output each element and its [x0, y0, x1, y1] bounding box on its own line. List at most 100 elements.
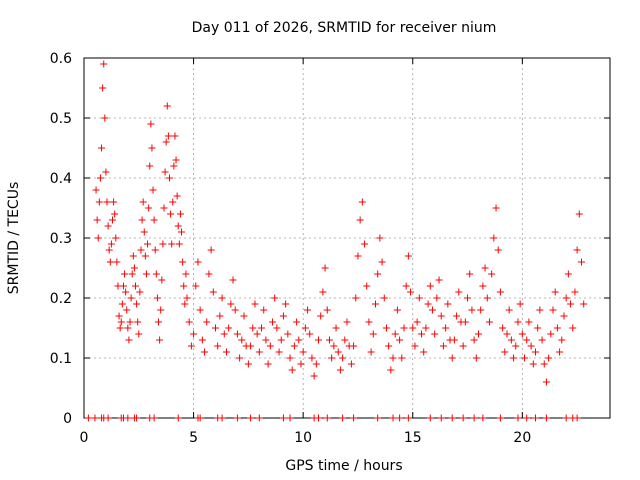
data-point — [525, 318, 533, 326]
zero-data-point — [91, 414, 99, 422]
x-tick-label: 0 — [80, 430, 89, 446]
data-point — [111, 210, 119, 218]
zero-data-point — [531, 414, 539, 422]
data-point — [162, 138, 170, 146]
data-point — [475, 330, 482, 338]
data-point — [173, 192, 181, 200]
data-point — [107, 240, 115, 248]
data-point — [149, 186, 157, 194]
data-point — [330, 342, 338, 350]
data-point — [181, 300, 189, 308]
data-point — [127, 294, 135, 302]
data-point — [312, 360, 320, 368]
zero-data-point — [323, 414, 331, 422]
data-point — [516, 300, 524, 308]
data-point — [95, 198, 103, 206]
data-point — [411, 342, 419, 350]
data-point — [110, 198, 118, 206]
data-point — [297, 360, 305, 368]
data-point — [168, 240, 176, 248]
data-point — [159, 240, 167, 248]
zero-data-point — [523, 414, 531, 422]
data-point — [158, 276, 166, 284]
data-point — [178, 228, 186, 236]
data-point — [113, 258, 121, 266]
data-point — [284, 330, 292, 338]
data-point — [165, 174, 173, 182]
data-point — [306, 330, 314, 338]
data-point — [562, 294, 570, 302]
data-point — [569, 324, 577, 332]
y-tick-label: 0.1 — [50, 351, 72, 367]
y-tick-label: 0.6 — [50, 51, 72, 67]
data-point — [332, 324, 340, 332]
data-point — [137, 246, 145, 254]
data-point — [288, 366, 296, 374]
data-point — [94, 234, 102, 242]
data-point — [378, 258, 386, 266]
data-point — [175, 240, 183, 248]
data-point — [220, 330, 228, 338]
data-point — [521, 354, 529, 362]
zero-data-point — [339, 414, 347, 422]
data-point — [140, 228, 148, 236]
data-point — [409, 324, 417, 332]
data-point — [518, 330, 526, 338]
zero-data-point — [133, 414, 141, 422]
data-point — [385, 342, 393, 350]
data-point — [123, 306, 131, 314]
data-point — [225, 324, 233, 332]
data-point — [260, 306, 268, 314]
zero-data-point — [470, 414, 478, 422]
data-point — [146, 162, 154, 170]
data-point — [231, 306, 239, 314]
zero-data-point — [479, 414, 487, 422]
data-point — [180, 282, 188, 290]
data-point — [190, 330, 198, 338]
data-point — [101, 114, 109, 122]
data-point — [499, 324, 507, 332]
data-point — [301, 324, 309, 332]
data-point — [420, 348, 428, 356]
data-point — [203, 318, 211, 326]
data-point — [503, 330, 511, 338]
zero-data-point — [542, 414, 550, 422]
data-point — [142, 270, 150, 278]
data-point — [92, 186, 100, 194]
data-point — [299, 348, 307, 356]
data-point — [361, 240, 369, 248]
data-point — [244, 360, 252, 368]
data-point — [122, 288, 130, 296]
data-point — [564, 270, 572, 278]
data-point — [148, 144, 156, 152]
data-point — [308, 354, 316, 362]
data-point — [130, 264, 138, 272]
data-point — [367, 348, 375, 356]
data-point — [99, 84, 107, 92]
data-point — [415, 294, 423, 302]
data-point — [304, 306, 312, 314]
data-point — [356, 216, 364, 224]
data-point — [201, 348, 209, 356]
data-point — [286, 354, 294, 362]
data-point — [507, 336, 515, 344]
data-point — [167, 210, 175, 218]
data-point — [106, 258, 114, 266]
data-point — [275, 348, 283, 356]
data-point — [119, 282, 127, 290]
y-tick-label: 0 — [63, 411, 72, 427]
data-point — [273, 324, 281, 332]
data-point — [126, 318, 134, 326]
data-point — [444, 300, 452, 308]
data-point — [371, 300, 379, 308]
x-tick-label: 5 — [189, 430, 198, 446]
zero-data-point — [448, 414, 456, 422]
data-point — [341, 336, 349, 344]
zero-data-point — [562, 414, 570, 422]
data-point — [494, 246, 502, 254]
data-point — [96, 174, 104, 182]
data-point — [249, 324, 257, 332]
data-point — [398, 354, 406, 362]
data-point — [382, 324, 390, 332]
data-point — [560, 312, 568, 320]
